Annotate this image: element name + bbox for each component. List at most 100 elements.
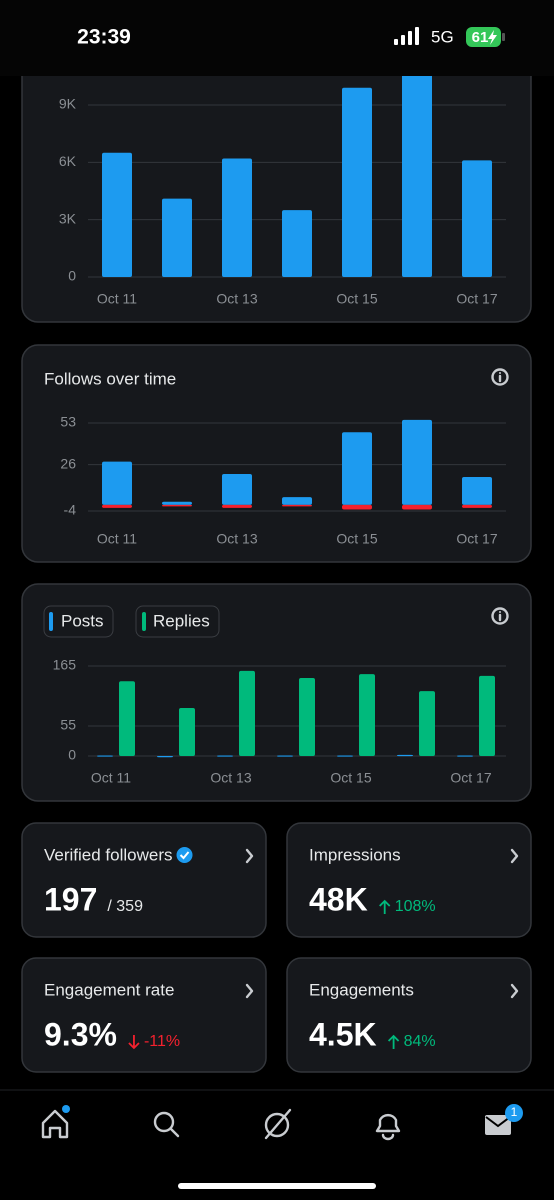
bar xyxy=(157,756,173,758)
time: 23:39 xyxy=(77,26,131,49)
bar xyxy=(342,87,372,277)
change-arrow xyxy=(128,1035,140,1050)
bar xyxy=(462,477,492,505)
bar xyxy=(342,432,372,505)
notification-dot xyxy=(62,1105,70,1113)
stat-card[interactable] xyxy=(286,822,532,938)
bar xyxy=(277,755,293,757)
notifications-icon[interactable] xyxy=(375,1113,401,1141)
legend-label: Replies xyxy=(153,611,210,630)
info-icon[interactable] xyxy=(491,607,509,625)
verified-badge xyxy=(176,847,193,863)
stat-change: 108% xyxy=(395,898,436,915)
bar xyxy=(102,461,132,505)
bar xyxy=(462,504,492,508)
stat-label: Engagements xyxy=(309,980,414,999)
bar xyxy=(162,198,192,277)
bar xyxy=(102,152,132,277)
x-tick-label: Oct 17 xyxy=(450,770,491,786)
bar xyxy=(119,681,135,756)
search-icon[interactable] xyxy=(153,1111,180,1138)
stat-value: 9.3% xyxy=(44,1016,117,1052)
home-icon[interactable] xyxy=(41,1109,69,1139)
battery: 61 xyxy=(472,29,489,46)
stat-label: Verified followers xyxy=(44,845,173,864)
x-tick-label: Oct 17 xyxy=(456,531,497,547)
legend-label: Posts xyxy=(61,611,104,630)
stat-value: 4.5K xyxy=(309,1016,377,1052)
change-arrow xyxy=(387,1034,400,1049)
bar xyxy=(299,678,315,756)
grok-icon[interactable] xyxy=(264,1108,292,1140)
stat-value: 48K xyxy=(309,881,368,917)
y-tick-label: 53 xyxy=(60,414,76,430)
bar xyxy=(462,160,492,277)
charging-icon xyxy=(488,30,497,45)
bar xyxy=(402,504,432,510)
chevron xyxy=(245,983,254,999)
bar xyxy=(342,504,372,510)
stats: Verified followers 197 / 359 Impressions 48K… xyxy=(21,822,532,1073)
bar xyxy=(97,755,113,757)
bar xyxy=(402,70,432,277)
verified-check xyxy=(179,851,190,860)
x-tick-label: Oct 15 xyxy=(336,291,377,307)
bar xyxy=(457,755,473,757)
bar xyxy=(222,158,252,277)
chevron xyxy=(245,848,254,864)
battery-tip xyxy=(502,33,505,41)
y-tick-label: 0 xyxy=(68,268,76,284)
x-tick-label: Oct 15 xyxy=(330,770,371,786)
x-tick-label: Oct 13 xyxy=(216,531,257,547)
stat-total: / 359 xyxy=(107,898,143,915)
bar xyxy=(239,670,255,756)
status-bar xyxy=(0,0,554,76)
stat-card[interactable] xyxy=(21,957,267,1073)
x-tick-label: Oct 11 xyxy=(91,770,131,786)
y-tick-label: 165 xyxy=(53,657,77,673)
bar xyxy=(162,504,192,507)
posts-card xyxy=(21,583,532,802)
bar xyxy=(162,501,192,505)
chart-title: Follows over time xyxy=(44,369,176,388)
y-tick-label: 6K xyxy=(59,153,77,169)
bar xyxy=(397,754,413,757)
bar xyxy=(102,504,132,508)
bar xyxy=(419,691,435,756)
stat-change: -11% xyxy=(144,1033,180,1050)
legend-swatch xyxy=(142,612,146,631)
bar xyxy=(479,675,495,756)
y-tick-label: 3K xyxy=(59,210,77,226)
bar xyxy=(222,504,252,508)
messages-icon[interactable] xyxy=(485,1115,511,1135)
bar xyxy=(282,497,312,505)
stat-label: Engagement rate xyxy=(44,980,174,999)
bar xyxy=(359,674,375,756)
nav-bar xyxy=(0,1090,554,1200)
x-tick-label: Oct 15 xyxy=(336,531,377,547)
battery-icon xyxy=(466,27,501,47)
bar xyxy=(222,473,252,505)
signal-icon xyxy=(394,27,419,45)
legend-item[interactable] xyxy=(43,605,114,638)
y-tick-label: 9K xyxy=(59,96,77,112)
bar xyxy=(337,755,353,757)
stat-card[interactable] xyxy=(21,822,267,938)
stat-card[interactable] xyxy=(286,957,532,1073)
bar xyxy=(179,708,195,756)
x-tick-label: Oct 17 xyxy=(456,291,497,307)
charts: 0 3K 6K 9K Oct 11 Oct 13 Oct 15 Oct 17 -4 26 53 Oct… xyxy=(53,70,506,786)
legend-swatch xyxy=(49,612,53,631)
stat-label: Impressions xyxy=(309,845,401,864)
x-tick-label: Oct 13 xyxy=(216,291,257,307)
info-icon[interactable] xyxy=(491,368,509,386)
y-tick-label: 26 xyxy=(60,455,76,471)
chevron xyxy=(510,848,519,864)
y-tick-label: 55 xyxy=(60,717,76,733)
chevron xyxy=(510,983,519,999)
stat-change: 84% xyxy=(404,1033,436,1050)
badge-count: 1 xyxy=(511,1105,518,1119)
legend-item[interactable] xyxy=(135,605,220,638)
badge xyxy=(505,1104,523,1122)
